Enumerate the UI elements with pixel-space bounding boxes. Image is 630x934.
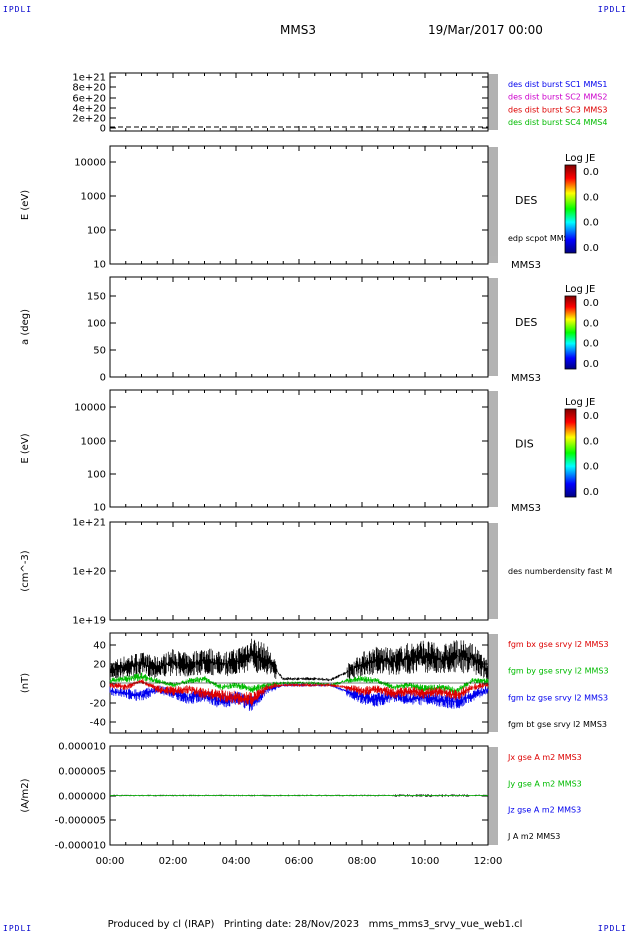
p6-ylabel: (nT) [20, 673, 31, 693]
p2-frame [109, 145, 489, 265]
p1-legend-entry: des dist burst SC2 MMS2 [508, 93, 607, 102]
p4-ytick-label: 1000 [81, 437, 106, 448]
p1-legend-entry: des dist burst SC3 MMS3 [508, 105, 607, 114]
p2-colorbar-title: Log JE [565, 153, 595, 164]
p6-series-trace [109, 638, 489, 682]
p2-ytick-label: 10 [93, 260, 106, 271]
footer-text: Produced by cl (IRAP) Printing date: 28/… [107, 919, 523, 930]
time-tick-label: 08:00 [348, 856, 377, 867]
time-tick-label: 12:00 [474, 856, 503, 867]
p7-ytick-label: -0.000010 [55, 841, 106, 852]
p2-colorbar [564, 164, 577, 254]
p1-ytick-label: 0 [100, 124, 106, 135]
p4-colorbar-label: 0.0 [583, 411, 599, 422]
p6-legend-entry: fgm bt gse srvy l2 MMS3 [508, 720, 607, 729]
p6-series-trace [109, 678, 489, 706]
p3-species-label: DES [515, 316, 537, 329]
p5-frame [109, 521, 489, 621]
p7-legend-entry: Jx gse A m2 MMS3 [507, 753, 582, 762]
p5-ylabel: (cm^-3) [20, 550, 31, 591]
p2-sat-label: MMS3 [511, 260, 541, 271]
p2-colorbar-label: 0.0 [583, 243, 599, 254]
p4-colorbar-label: 0.0 [583, 487, 599, 498]
p3-ytick-label: 100 [87, 319, 106, 330]
p6-legend-entry: fgm bx gse srvy l2 MMS3 [508, 640, 609, 649]
p7-ytick-label: 0.000000 [58, 792, 106, 803]
p4-colorbar [564, 408, 577, 498]
p1-ytick-label: 8e+20 [72, 83, 106, 94]
time-tick-label: 02:00 [159, 856, 188, 867]
p2-ylabel: E (eV) [20, 190, 31, 220]
p6-legend-entry: fgm bz gse srvy l2 MMS3 [508, 693, 608, 702]
p4-frame [109, 389, 489, 508]
p3-sat-label: MMS3 [511, 373, 541, 384]
p1-frame [109, 72, 489, 132]
p4-ytick-label: 10000 [74, 403, 106, 414]
p6-series-trace [109, 672, 489, 695]
p4-colorbar-label: 0.0 [583, 462, 599, 473]
p1-legend-entry: des dist burst SC4 MMS4 [508, 118, 607, 127]
p3-frame [109, 276, 489, 378]
p3-ytick-label: 0 [100, 373, 106, 384]
time-tick-label: 04:00 [222, 856, 251, 867]
p3-colorbar [564, 295, 577, 370]
p7-ytick-label: -0.000005 [55, 816, 106, 827]
p1-ytick-label: 1e+21 [72, 73, 106, 84]
p7-legend-entry: Jy gse A m2 MMS3 [507, 779, 582, 788]
p2-ytick-label: 10000 [74, 158, 106, 169]
p4-ytick-label: 100 [87, 470, 106, 481]
p6-ytick-label: -40 [90, 718, 106, 729]
p5-ytick-label: 1e+21 [72, 518, 106, 529]
time-tick-label: 10:00 [411, 856, 440, 867]
p4-colorbar-label: 0.0 [583, 436, 599, 447]
p3-colorbar-label: 0.0 [583, 318, 599, 329]
p5-ytick-label: 1e+20 [72, 567, 106, 578]
p7-ytick-label: 0.000005 [58, 767, 106, 778]
corner-label-tr: IPDLI [597, 5, 627, 14]
p7-ytick-label: 0.000010 [58, 742, 106, 753]
p1-ytick-label: 4e+20 [72, 104, 106, 115]
p7-legend-entry: Jz gse A m2 MMS3 [507, 806, 581, 815]
p2-colorbar-label: 0.0 [583, 192, 599, 203]
p1-ytick-label: 2e+20 [72, 114, 106, 125]
p3-colorbar-label: 0.0 [583, 339, 599, 350]
p4-colorbar-title: Log JE [565, 397, 595, 408]
p4-species-label: DIS [515, 438, 534, 451]
p2-ytick-label: 100 [87, 226, 106, 237]
p6-ytick-label: 0 [100, 680, 106, 691]
p3-ytick-label: 50 [93, 346, 106, 357]
p2-colorbar-label: 0.0 [583, 218, 599, 229]
p2-ytick-label: 1000 [81, 192, 106, 203]
time-tick-label: 06:00 [285, 856, 314, 867]
corner-label-bl: IPDLI [3, 924, 33, 933]
corner-label-br: IPDLI [597, 924, 627, 933]
p5-ytick-label: 1e+19 [72, 616, 106, 627]
p3-colorbar-title: Log JE [565, 284, 595, 295]
corner-label-tl: IPDLI [3, 5, 33, 14]
p5-legend-entry: des numberdensity fast M [508, 567, 612, 576]
p3-colorbar-label: 0.0 [583, 359, 599, 370]
p7-ylabel: (A/m2) [20, 778, 31, 812]
p1-ytick-label: 6e+20 [72, 94, 106, 105]
time-tick-label: 00:00 [96, 856, 125, 867]
p4-ytick-label: 10 [93, 503, 106, 514]
p7-legend-entry: J A m2 MMS3 [507, 832, 560, 841]
p6-legend-entry: fgm by gse srvy l2 MMS3 [508, 667, 609, 676]
date-title: 19/Mar/2017 00:00 [428, 23, 543, 37]
p1-legend-entry: des dist burst SC1 MMS1 [508, 80, 607, 89]
p4-sat-label: MMS3 [511, 503, 541, 514]
p3-colorbar-label: 0.0 [583, 298, 599, 309]
p2-extra-label: edp scpot MMS3 [508, 234, 574, 243]
p3-ytick-label: 150 [87, 292, 106, 303]
p6-ytick-label: 20 [93, 660, 106, 671]
p6-ytick-label: -20 [90, 699, 106, 710]
spacecraft-title: MMS3 [280, 23, 316, 37]
p2-species-label: DES [515, 194, 537, 207]
p4-ylabel: E (eV) [20, 433, 31, 463]
p3-ylabel: a (deg) [20, 309, 31, 345]
p6-ytick-label: 40 [93, 641, 106, 652]
p2-colorbar-label: 0.0 [583, 167, 599, 178]
